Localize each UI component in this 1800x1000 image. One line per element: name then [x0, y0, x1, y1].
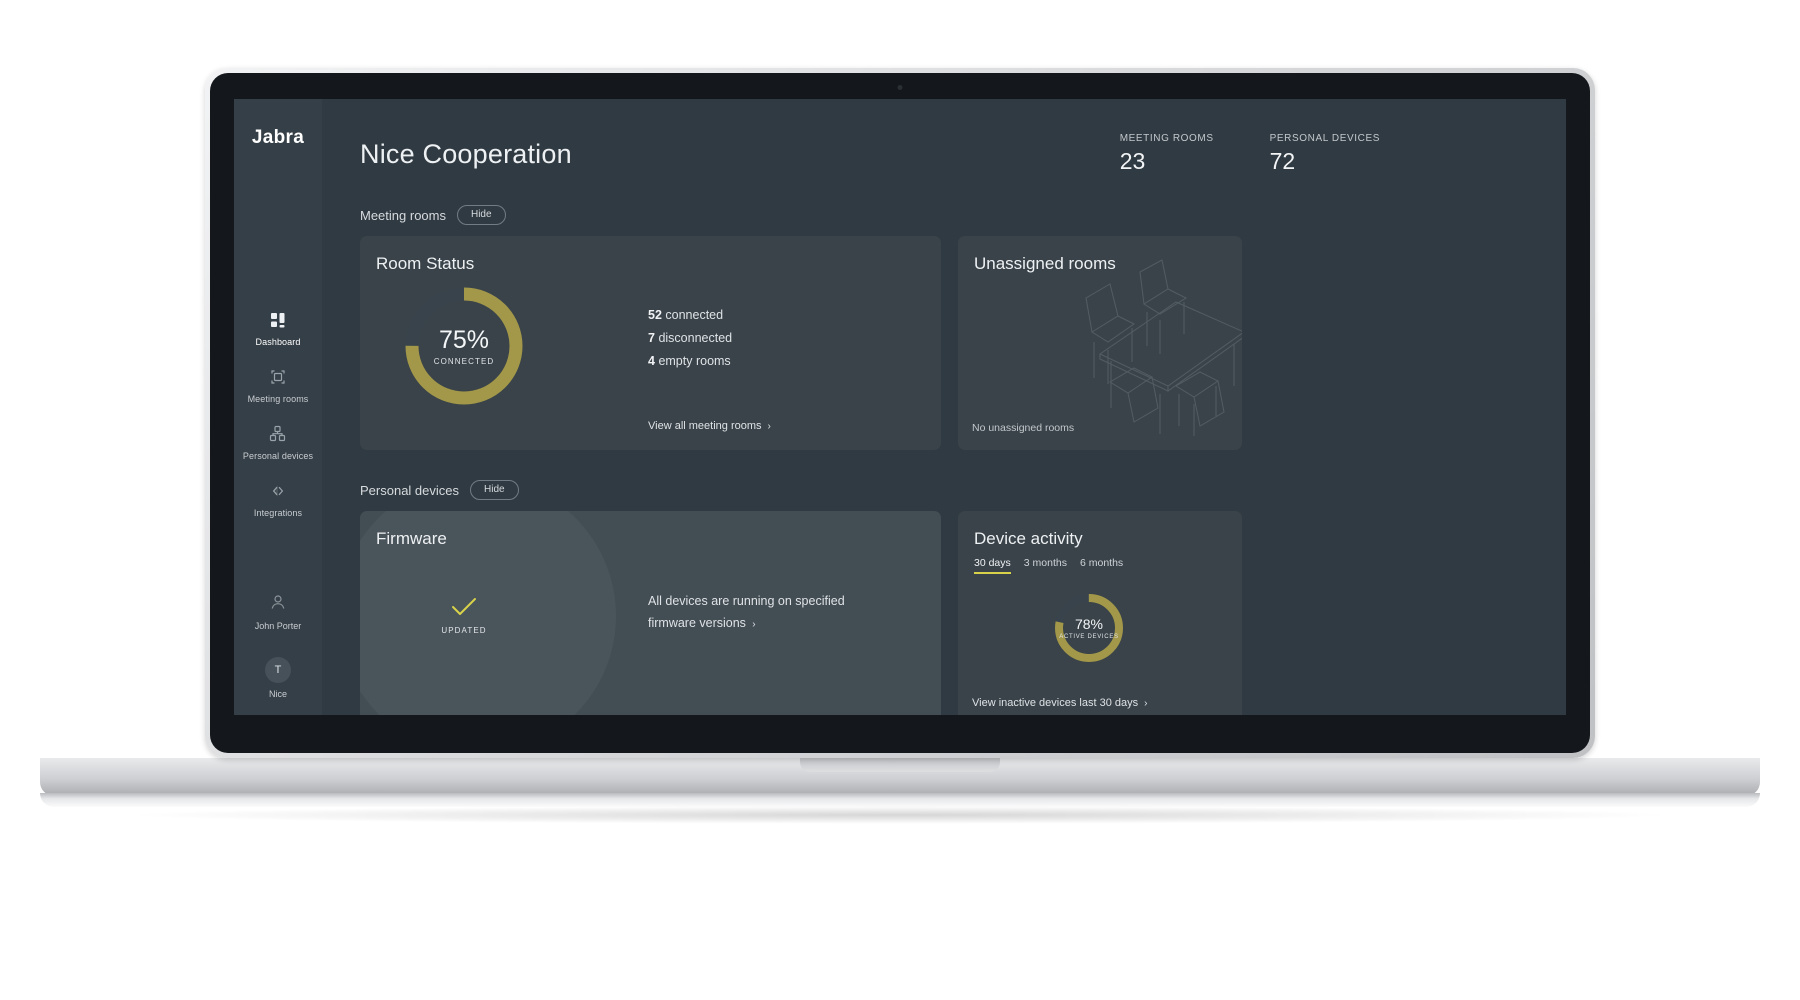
chevron-right-icon: ›	[1144, 697, 1148, 709]
legend-label: empty rooms	[658, 354, 731, 368]
laptop-bezel: Jabra Dashboard	[210, 73, 1590, 753]
integrations-icon	[268, 481, 288, 501]
card-title: Unassigned rooms	[974, 254, 1116, 273]
stat-label: PERSONAL DEVICES	[1269, 133, 1380, 144]
room-status-card: Room Status 75% CONNECTED	[360, 236, 941, 450]
unassigned-rooms-card: Unassigned rooms	[958, 236, 1242, 450]
sidebar-item-dashboard[interactable]: Dashboard	[234, 299, 322, 356]
org-avatar: T	[265, 657, 291, 683]
legend-count: 7	[648, 331, 655, 345]
sidebar-item-label: Personal devices	[242, 451, 314, 461]
personal-devices-icon	[268, 424, 288, 444]
tab-3-months[interactable]: 3 months	[1023, 557, 1067, 569]
stat-value: 72	[1269, 148, 1296, 174]
chevron-right-icon: ›	[749, 618, 756, 630]
stat-personal-devices: PERSONAL DEVICES 72	[1270, 133, 1380, 175]
card-title: Firmware	[376, 529, 447, 548]
jabra-logo: Jabra	[251, 127, 305, 148]
legend-count: 52	[648, 308, 662, 322]
legend-label: connected	[665, 308, 724, 322]
view-all-meeting-rooms-link[interactable]: View all meeting rooms ›	[648, 420, 771, 432]
section-header-meeting-rooms: Meeting rooms Hide	[360, 205, 1532, 225]
donut-center: 78% ACTIVE DEVICES	[1054, 593, 1124, 663]
hide-personal-devices-button[interactable]: Hide	[470, 480, 519, 500]
firmware-status-indicator: UPDATED	[408, 559, 520, 671]
personal-devices-cards: Firmware UPDATE	[360, 511, 1532, 715]
firmware-center: UPDATED	[408, 559, 520, 671]
legend-item: 4 empty rooms	[648, 354, 732, 368]
donut-percent: 78%	[1074, 616, 1104, 632]
header-stats: MEETING ROOMS 23 PERSONAL DEVICES 72	[1120, 127, 1532, 175]
sidebar-org-name: Nice	[268, 689, 287, 699]
webcam-icon	[897, 85, 903, 90]
unassigned-rooms-empty-text: No unassigned rooms	[972, 422, 1075, 434]
link-label: View all meeting rooms	[648, 420, 762, 432]
device-activity-donut-chart: 78% ACTIVE DEVICES	[1054, 593, 1124, 663]
firmware-status-caption: UPDATED	[441, 626, 487, 635]
device-activity-card: Device activity 30 days 3 months 6 month…	[958, 511, 1242, 715]
room-status-donut-chart: 75% CONNECTED	[402, 284, 526, 408]
tab-6-months[interactable]: 6 months	[1079, 557, 1124, 569]
laptop-shadow	[120, 806, 1680, 824]
donut-caption: ACTIVE DEVICES	[1059, 634, 1119, 640]
app-screen: Jabra Dashboard	[234, 99, 1566, 715]
link-label: View inactive devices last 30 days	[972, 697, 1139, 709]
donut-caption: CONNECTED	[433, 357, 495, 366]
grid-icon	[268, 310, 288, 330]
sidebar-item-label: Dashboard	[255, 337, 301, 347]
hide-meeting-rooms-button[interactable]: Hide	[456, 205, 506, 225]
tab-30-days[interactable]: 30 days	[974, 557, 1011, 574]
firmware-card: Firmware UPDATE	[360, 511, 941, 715]
firmware-body-text: All devices are running on specified fir…	[648, 594, 845, 630]
laptop-hinge-notch	[800, 758, 1000, 772]
check-icon	[449, 595, 479, 624]
legend-count: 4	[648, 354, 655, 368]
section-title: Personal devices	[360, 482, 459, 498]
main-content: Nice Cooperation MEETING ROOMS 23 PERSON…	[322, 99, 1566, 715]
legend-item: 52 connected	[648, 308, 732, 322]
card-title: Device activity	[974, 529, 1083, 548]
sidebar-item-label: Integrations	[253, 508, 303, 518]
sidebar-user[interactable]: John Porter	[254, 589, 302, 631]
meeting-table-chairs-illustration	[1048, 258, 1242, 443]
device-activity-tabs: 30 days 3 months 6 months	[958, 549, 1242, 574]
room-status-legend: 52 connected 7 disconnected 4 empty room…	[648, 308, 732, 377]
page-title: Nice Cooperation	[360, 139, 572, 169]
firmware-glow	[360, 511, 616, 715]
donut-percent: 75%	[438, 326, 490, 354]
view-inactive-devices-link[interactable]: View inactive devices last 30 days ›	[972, 697, 1147, 709]
sidebar-item-integrations[interactable]: Integrations	[234, 470, 322, 527]
firmware-status-link[interactable]: All devices are running on specified fir…	[648, 591, 858, 635]
card-title: Room Status	[376, 254, 475, 273]
user-avatar-icon	[265, 589, 291, 615]
legend-label: disconnected	[658, 331, 733, 345]
sidebar-item-personal-devices[interactable]: Personal devices	[234, 413, 322, 470]
section-header-personal-devices: Personal devices Hide	[360, 480, 1532, 500]
meeting-room-icon	[268, 367, 288, 387]
sidebar-item-meeting-rooms[interactable]: Meeting rooms	[234, 356, 322, 413]
legend-item: 7 disconnected	[648, 331, 732, 345]
donut-svg	[405, 287, 523, 405]
section-title: Meeting rooms	[360, 207, 446, 223]
page-header: Nice Cooperation MEETING ROOMS 23 PERSON…	[360, 127, 1532, 175]
chevron-right-icon: ›	[767, 420, 771, 432]
sidebar-org[interactable]: T Nice	[265, 657, 291, 699]
donut-svg	[1055, 594, 1123, 662]
donut-center: 75% CONNECTED	[402, 284, 526, 408]
stat-label: MEETING ROOMS	[1119, 133, 1214, 144]
laptop-base-lip	[40, 793, 1760, 807]
stat-value: 23	[1119, 148, 1146, 174]
meeting-rooms-cards: Room Status 75% CONNECTED	[360, 236, 1532, 450]
stat-meeting-rooms: MEETING ROOMS 23	[1120, 133, 1214, 175]
laptop-lid: Jabra Dashboard	[205, 68, 1595, 758]
sidebar-user-name: John Porter	[254, 621, 302, 631]
sidebar: Jabra Dashboard	[234, 99, 322, 715]
sidebar-item-label: Meeting rooms	[247, 394, 309, 404]
